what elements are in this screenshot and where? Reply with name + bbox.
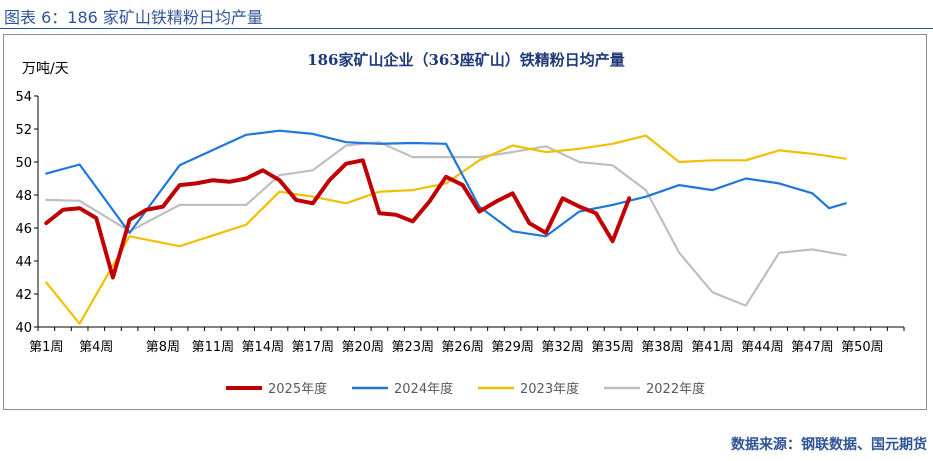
legend-label: 2023年度: [520, 381, 579, 397]
x-tick-label: 第4周: [79, 340, 113, 355]
legend-label: 2025年度: [268, 381, 327, 397]
y-tick-label: 46: [15, 222, 32, 237]
x-tick-label: 第20周: [341, 340, 384, 355]
x-tick-label: 第50周: [841, 340, 884, 355]
y-tick-label: 50: [15, 156, 32, 171]
source-note: 数据来源：钢联数据、国元期货: [731, 437, 927, 453]
x-tick-label: 第35周: [591, 340, 634, 355]
x-tick-label: 第29周: [491, 340, 534, 355]
x-tick-label: 第23周: [391, 340, 434, 355]
y-axis-label: 万吨/天: [22, 61, 69, 77]
legend-label: 2022年度: [646, 381, 705, 397]
x-tick-label: 第17周: [292, 340, 335, 355]
x-tick-label: 第47周: [791, 340, 834, 355]
series-line-2024年度: [45, 129, 847, 238]
x-tick-label: 第38周: [641, 340, 684, 355]
series-line-2025年度: [44, 158, 632, 280]
y-tick-label: 48: [15, 189, 32, 204]
x-tick-label: 第26周: [441, 340, 484, 355]
x-tick-label: 第44周: [741, 340, 784, 355]
x-tick-label: 第32周: [541, 340, 584, 355]
y-tick-label: 44: [15, 255, 32, 270]
x-axis: 第1周 第4周 第8周 第11周 第14周 第17周 第20周 第23周 第26周 第29周 第32…: [29, 326, 905, 355]
legend: 2025年度 2024年度 2023年度 2022年度: [226, 381, 705, 397]
y-tick-label: 54: [15, 90, 32, 105]
x-tick-label: 第14周: [242, 340, 285, 355]
x-tick-label: 第1周: [29, 340, 63, 355]
figure-label: 图表 6：186 家矿山铁精粉日均产量: [4, 8, 263, 27]
y-tick-label: 40: [15, 321, 32, 336]
chart-title: 186家矿山企业（363座矿山）铁精粉日均产量: [307, 51, 625, 69]
series-group: [44, 129, 847, 325]
legend-label: 2024年度: [394, 381, 453, 397]
x-tick-label: 第8周: [146, 340, 180, 355]
series-line-2022年度: [45, 141, 847, 307]
chart-frame: [3, 34, 927, 410]
x-tick-label: 第41周: [691, 340, 734, 355]
y-tick-label: 52: [15, 123, 32, 138]
x-tick-label: 第11周: [192, 340, 235, 355]
series-line-2023年度: [45, 134, 847, 325]
y-axis: 40 42 44 46 48 50 52 54: [15, 90, 39, 336]
title-rule: [0, 28, 933, 29]
y-tick-label: 42: [15, 288, 32, 303]
